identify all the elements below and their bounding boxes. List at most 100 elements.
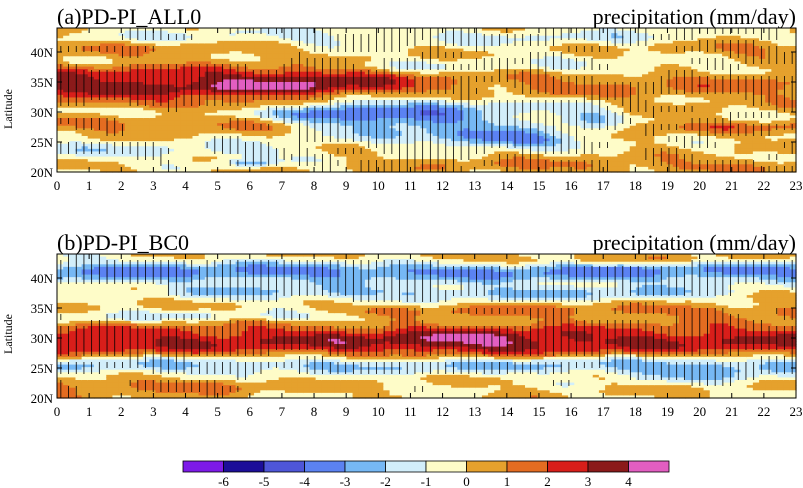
heat-cell <box>186 61 194 65</box>
heat-cell <box>315 100 323 104</box>
heat-cell <box>63 46 70 50</box>
heat-cell <box>291 35 298 39</box>
heat-cell <box>297 136 304 140</box>
heat-cell <box>247 35 255 39</box>
heat-cell <box>235 82 243 86</box>
heat-cell <box>315 79 323 83</box>
heat-cell <box>81 154 89 158</box>
heat-cell <box>229 151 237 155</box>
heat-cell <box>87 46 95 50</box>
heat-cell <box>204 151 212 155</box>
heat-cell <box>87 141 95 145</box>
heat-cell <box>118 46 126 50</box>
heat-cell <box>167 97 175 101</box>
heat-cell <box>143 169 150 173</box>
heat-cell <box>303 123 311 127</box>
heat-cell <box>155 82 163 86</box>
heat-cell <box>75 53 83 57</box>
heat-cell <box>284 133 292 137</box>
heat-cell <box>75 105 83 109</box>
heat-cell <box>303 159 311 163</box>
heat-cell <box>217 94 224 99</box>
heat-cell <box>229 84 237 88</box>
heat-cell <box>229 146 237 150</box>
heat-cell <box>81 169 89 173</box>
heat-cell <box>315 107 323 111</box>
heat-cell <box>235 143 243 147</box>
heat-cell <box>284 128 292 132</box>
heat-cell <box>260 79 267 83</box>
heat-cell <box>210 82 218 86</box>
heat-cell <box>137 30 144 34</box>
heat-cell <box>180 156 187 160</box>
heat-cell <box>130 74 138 78</box>
heat-cell <box>297 48 304 52</box>
heat-cell <box>260 51 267 55</box>
heat-cell <box>130 35 138 39</box>
heat-cell <box>266 148 274 153</box>
heat-cell <box>63 71 70 75</box>
heat-cell <box>161 58 169 63</box>
heat-cell <box>247 164 255 168</box>
heat-cell <box>260 76 267 81</box>
heat-cell <box>309 74 317 78</box>
heat-cell <box>100 97 107 101</box>
heat-cell <box>204 48 212 52</box>
heat-cell <box>284 166 292 171</box>
heat-cell <box>210 56 218 60</box>
heat-cell <box>87 74 95 78</box>
heat-cell <box>161 141 169 145</box>
heat-cell <box>69 33 77 37</box>
heat-cell <box>297 115 304 119</box>
heat-cell <box>143 105 150 109</box>
heat-cell <box>309 64 317 68</box>
heat-cell <box>118 76 126 81</box>
heat-cell <box>291 161 298 165</box>
heat-cell <box>124 148 132 153</box>
heat-cell <box>87 53 95 57</box>
heat-cell <box>235 76 243 81</box>
heat-cell <box>112 123 120 127</box>
heat-cell <box>223 161 231 165</box>
heat-cell <box>143 102 150 106</box>
heat-cell <box>284 87 292 91</box>
heat-cell <box>284 30 292 34</box>
heat-cell <box>241 138 249 142</box>
heat-cell <box>124 146 132 150</box>
heat-cell <box>81 71 89 75</box>
heat-cell <box>254 43 261 47</box>
heat-cell <box>149 123 157 127</box>
heat-cell <box>81 33 89 37</box>
heat-cell <box>309 154 317 158</box>
heat-cell <box>63 125 70 129</box>
heat-cell <box>161 64 169 68</box>
heat-cell <box>81 94 89 99</box>
heat-cell <box>241 61 249 65</box>
heat-cell <box>217 141 224 145</box>
heat-cell <box>130 161 138 165</box>
heat-cell <box>210 133 218 137</box>
heat-cell <box>303 161 311 165</box>
heat-cell <box>198 48 206 52</box>
heat-cell <box>223 164 231 168</box>
heat-cell <box>167 115 175 119</box>
heat-cell <box>303 141 311 145</box>
heat-cell <box>223 115 231 119</box>
heat-cell <box>137 43 144 47</box>
heat-cell <box>315 164 323 168</box>
heat-cell <box>235 138 243 142</box>
heat-cell <box>278 105 286 109</box>
heat-cell <box>198 82 206 86</box>
heat-cell <box>315 92 323 96</box>
heat-cell <box>75 43 83 47</box>
heat-cell <box>254 28 261 32</box>
heat-cell <box>272 79 280 83</box>
heat-cell <box>229 61 237 65</box>
heat-cell <box>81 92 89 96</box>
heat-cell <box>75 110 83 114</box>
heat-cell <box>137 97 144 101</box>
heat-cell <box>284 79 292 83</box>
heat-cell <box>278 82 286 86</box>
heat-cell <box>161 97 169 101</box>
heat-cell <box>180 71 187 75</box>
